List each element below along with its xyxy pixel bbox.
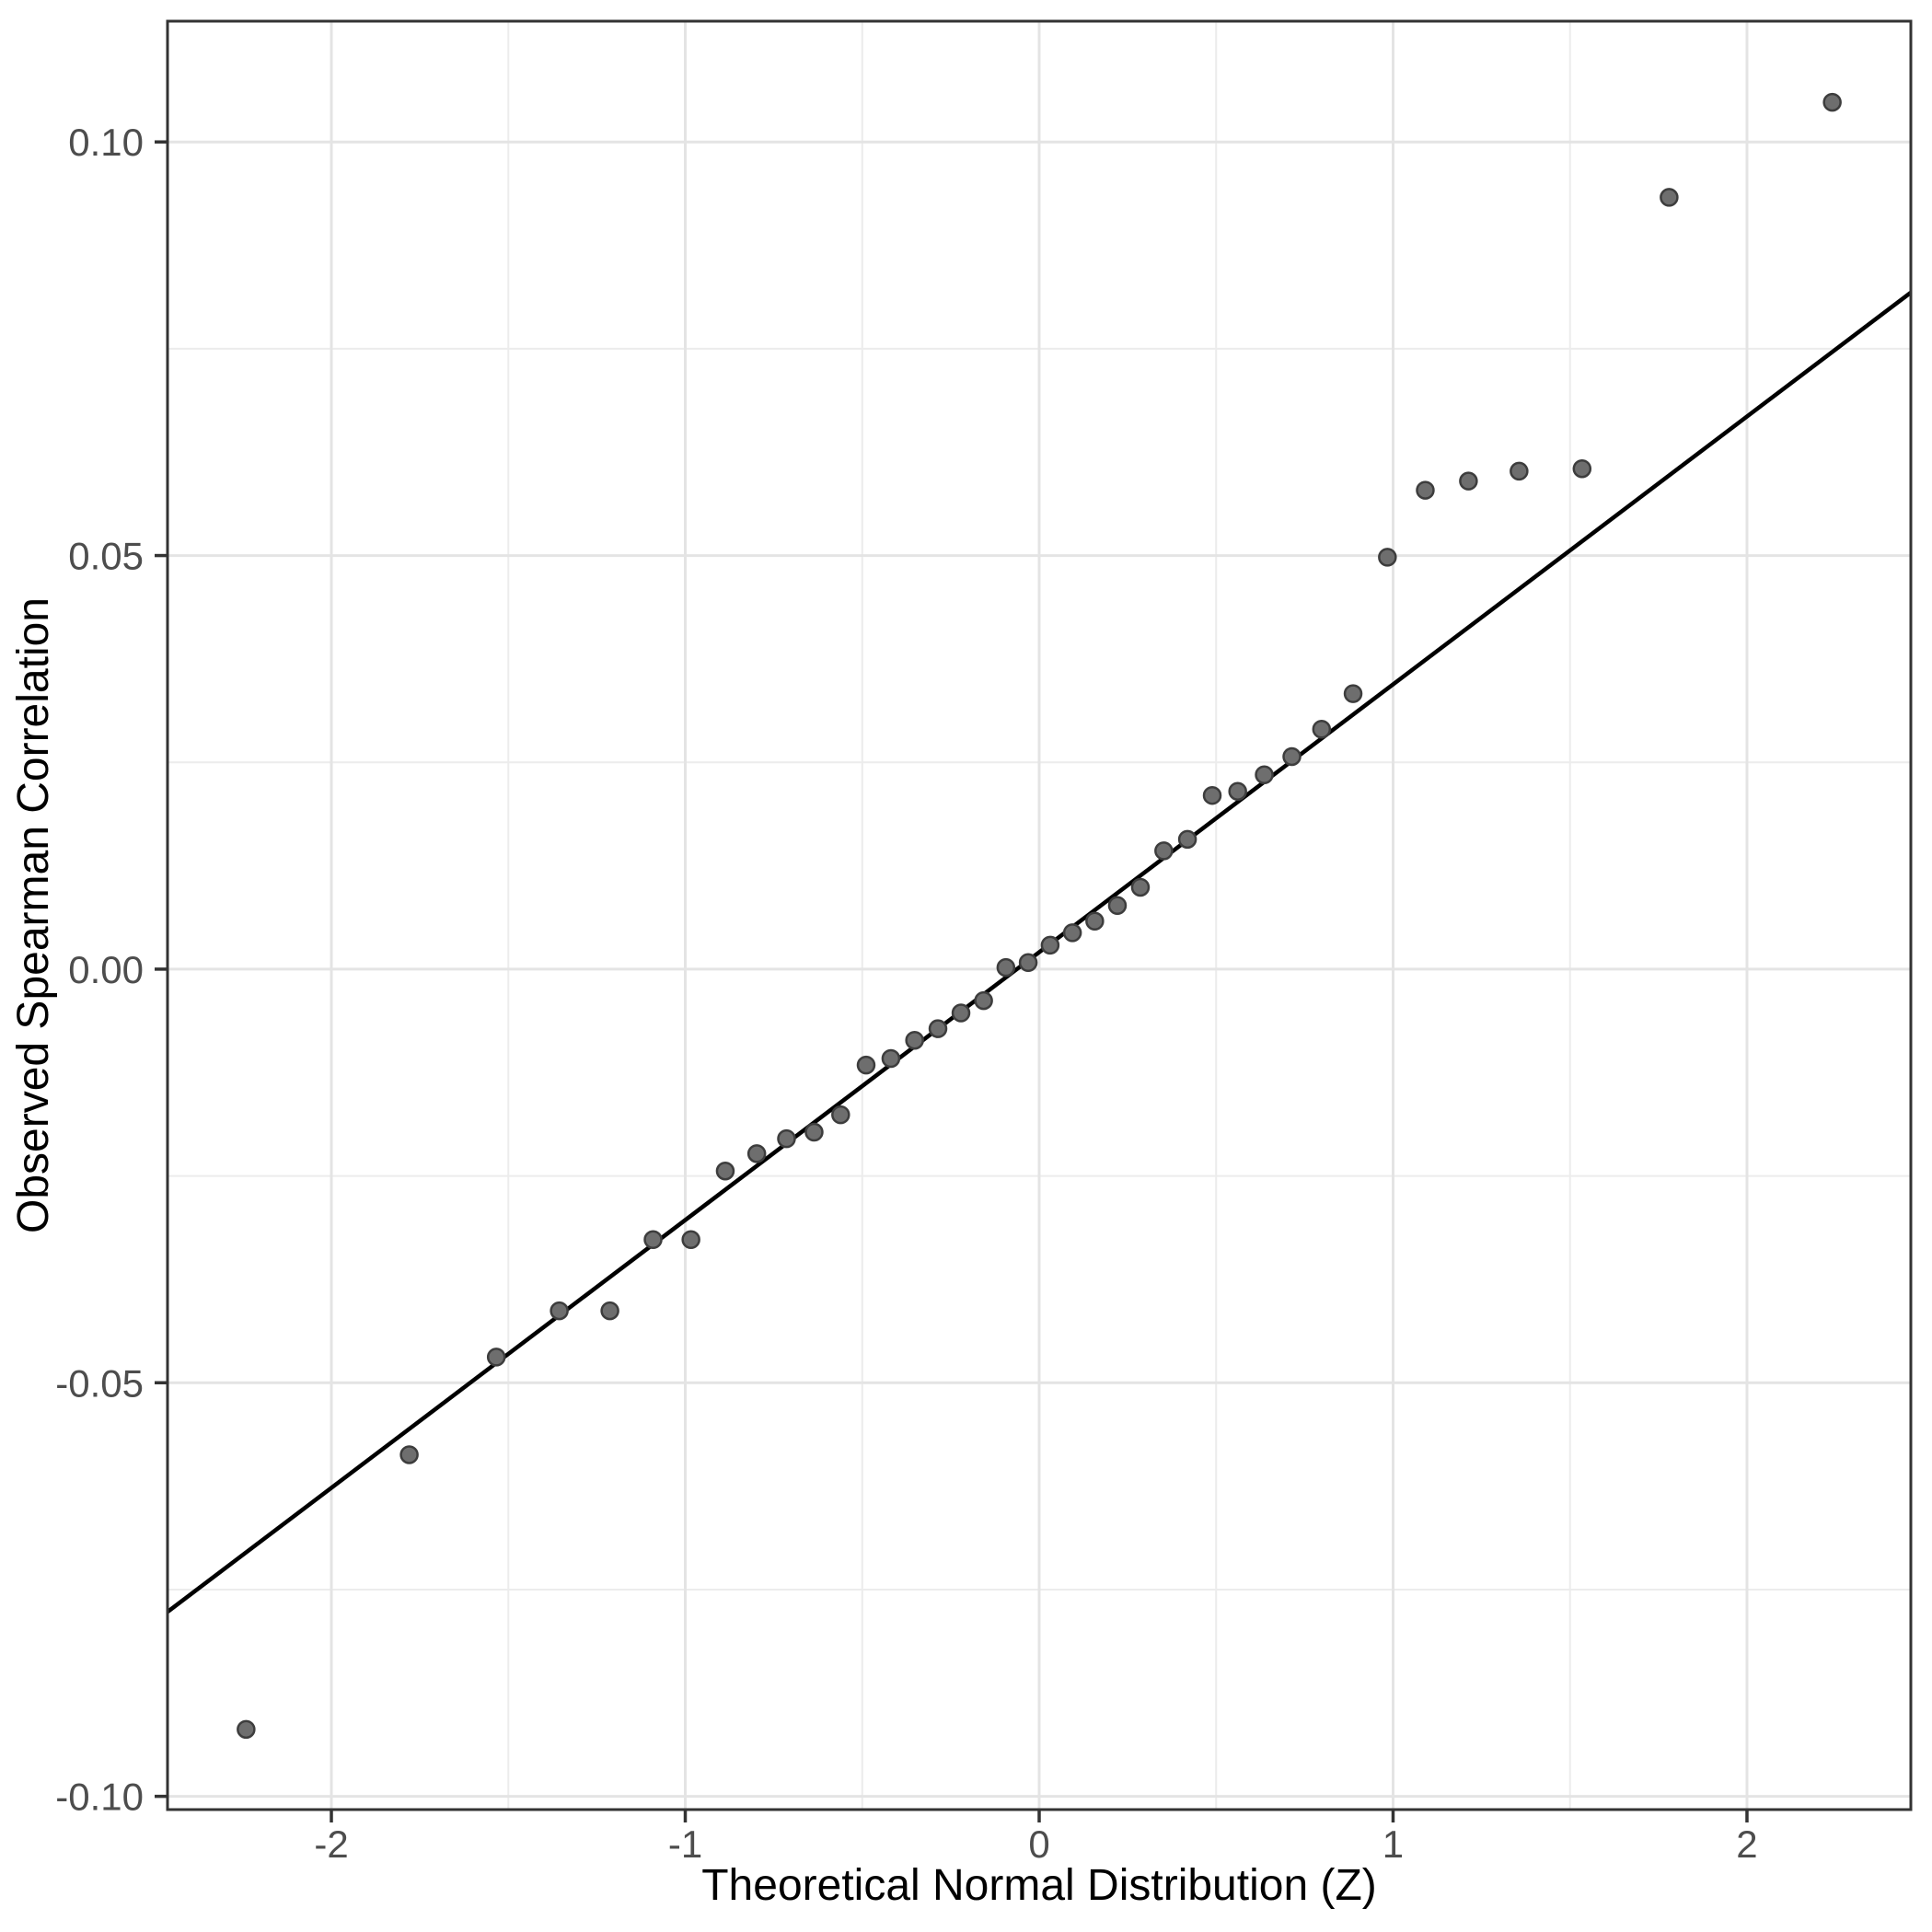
data-point — [1177, 829, 1197, 850]
x-axis-tick-labels: -2 -1 0 1 2 — [314, 1822, 1757, 1866]
data-point — [237, 1719, 256, 1740]
x-tick-label: -2 — [314, 1822, 348, 1866]
data-point — [996, 957, 1016, 978]
data-point — [881, 1048, 901, 1069]
data-point — [1459, 471, 1478, 491]
data-point — [1018, 953, 1038, 972]
data-point — [399, 1445, 419, 1464]
data-point — [600, 1301, 619, 1321]
y-tick-label: 0.10 — [68, 121, 144, 164]
y-axis-tick-labels: 0.10 0.05 0.00 -0.05 -0.10 — [55, 121, 144, 1818]
data-point — [550, 1301, 569, 1321]
data-point — [951, 1003, 971, 1023]
y-axis-ticks — [155, 140, 168, 1799]
data-point — [804, 1122, 824, 1142]
data-point — [1572, 458, 1592, 479]
data-point — [1343, 684, 1363, 703]
y-tick-label: 0.05 — [68, 535, 144, 578]
data-point — [831, 1105, 850, 1125]
x-axis-title: Theoretical Normal Distribution (Z) — [701, 1861, 1377, 1910]
data-point — [1107, 896, 1128, 915]
data-point — [1510, 461, 1529, 481]
data-point — [1040, 935, 1060, 955]
data-point — [1660, 188, 1679, 207]
x-tick-label: 0 — [1028, 1822, 1049, 1866]
data-point — [1282, 746, 1301, 767]
data-point — [746, 1144, 767, 1163]
data-point — [1312, 720, 1332, 739]
data-point — [1154, 841, 1174, 861]
data-point — [905, 1030, 924, 1050]
data-point — [1085, 911, 1105, 931]
data-point — [486, 1348, 506, 1367]
data-point — [928, 1019, 948, 1038]
data-point — [1202, 785, 1222, 805]
data-point — [1416, 480, 1435, 500]
y-tick-label: -0.05 — [55, 1361, 144, 1405]
x-tick-label: 2 — [1736, 1822, 1757, 1866]
data-point — [1822, 92, 1842, 112]
major-gridlines — [168, 21, 1911, 1810]
reference-line — [166, 290, 1913, 1614]
data-point — [1378, 548, 1397, 567]
data-point — [777, 1128, 796, 1149]
data-point — [715, 1161, 735, 1181]
data-point — [1062, 923, 1082, 943]
data-point — [1130, 877, 1151, 897]
y-axis-title: Observed Spearman Correlation — [9, 597, 58, 1233]
data-point — [681, 1230, 700, 1250]
data-points — [237, 92, 1842, 1740]
data-point — [856, 1055, 876, 1075]
x-tick-label: 1 — [1382, 1822, 1404, 1866]
y-tick-label: -0.10 — [55, 1776, 144, 1819]
x-axis-ticks — [330, 1810, 1749, 1822]
data-point — [974, 990, 993, 1011]
data-point — [643, 1230, 663, 1250]
data-point — [1255, 765, 1274, 784]
data-point — [1228, 781, 1247, 801]
y-tick-label: 0.00 — [68, 948, 144, 991]
x-tick-label: -1 — [668, 1822, 702, 1866]
